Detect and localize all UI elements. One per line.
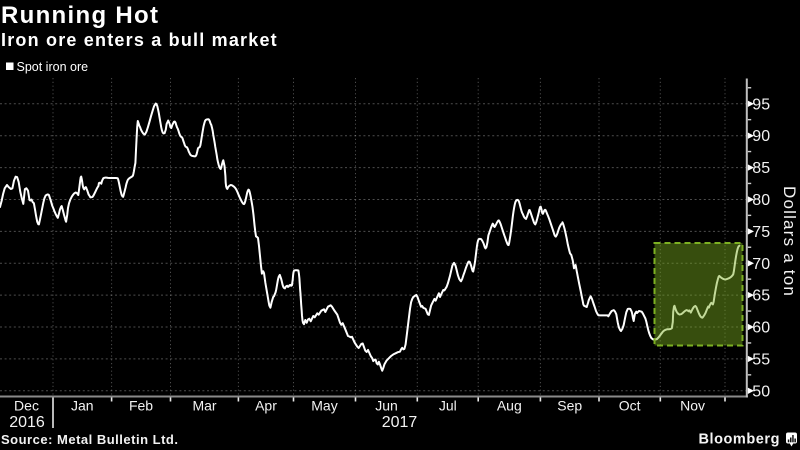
svg-text:Mar: Mar: [192, 398, 216, 414]
svg-text:Iron ore enters a bull market: Iron ore enters a bull market: [1, 30, 278, 50]
svg-text:Sep: Sep: [557, 398, 582, 414]
svg-text:Dollars a ton: Dollars a ton: [780, 186, 799, 297]
svg-text:Dec: Dec: [14, 398, 39, 414]
svg-text:Aug: Aug: [497, 398, 522, 414]
svg-text:Oct: Oct: [619, 398, 641, 414]
svg-text:75: 75: [752, 224, 770, 241]
svg-text:70: 70: [752, 256, 770, 273]
svg-text:May: May: [311, 398, 337, 414]
svg-text:2017: 2017: [382, 414, 418, 431]
svg-text:Spot iron ore: Spot iron ore: [17, 60, 89, 74]
svg-text:Bloomberg: Bloomberg: [699, 432, 780, 448]
svg-text:95: 95: [752, 96, 770, 113]
svg-text:Feb: Feb: [129, 398, 153, 414]
svg-text:Jul: Jul: [439, 398, 457, 414]
svg-text:65: 65: [752, 288, 770, 305]
svg-text:Running Hot: Running Hot: [1, 2, 159, 29]
svg-text:80: 80: [752, 192, 770, 209]
svg-text:Jan: Jan: [71, 398, 94, 414]
svg-text:Nov: Nov: [680, 398, 705, 414]
svg-text:85: 85: [752, 160, 770, 177]
svg-text:Jun: Jun: [375, 398, 398, 414]
svg-text:Source: Metal Bulletin Ltd.: Source: Metal Bulletin Ltd.: [1, 432, 178, 447]
svg-text:Apr: Apr: [255, 398, 277, 414]
svg-text:50: 50: [752, 383, 770, 400]
svg-text:90: 90: [752, 128, 770, 145]
svg-text:2016: 2016: [9, 414, 45, 431]
svg-text:55: 55: [752, 351, 770, 368]
svg-text:60: 60: [752, 320, 770, 337]
